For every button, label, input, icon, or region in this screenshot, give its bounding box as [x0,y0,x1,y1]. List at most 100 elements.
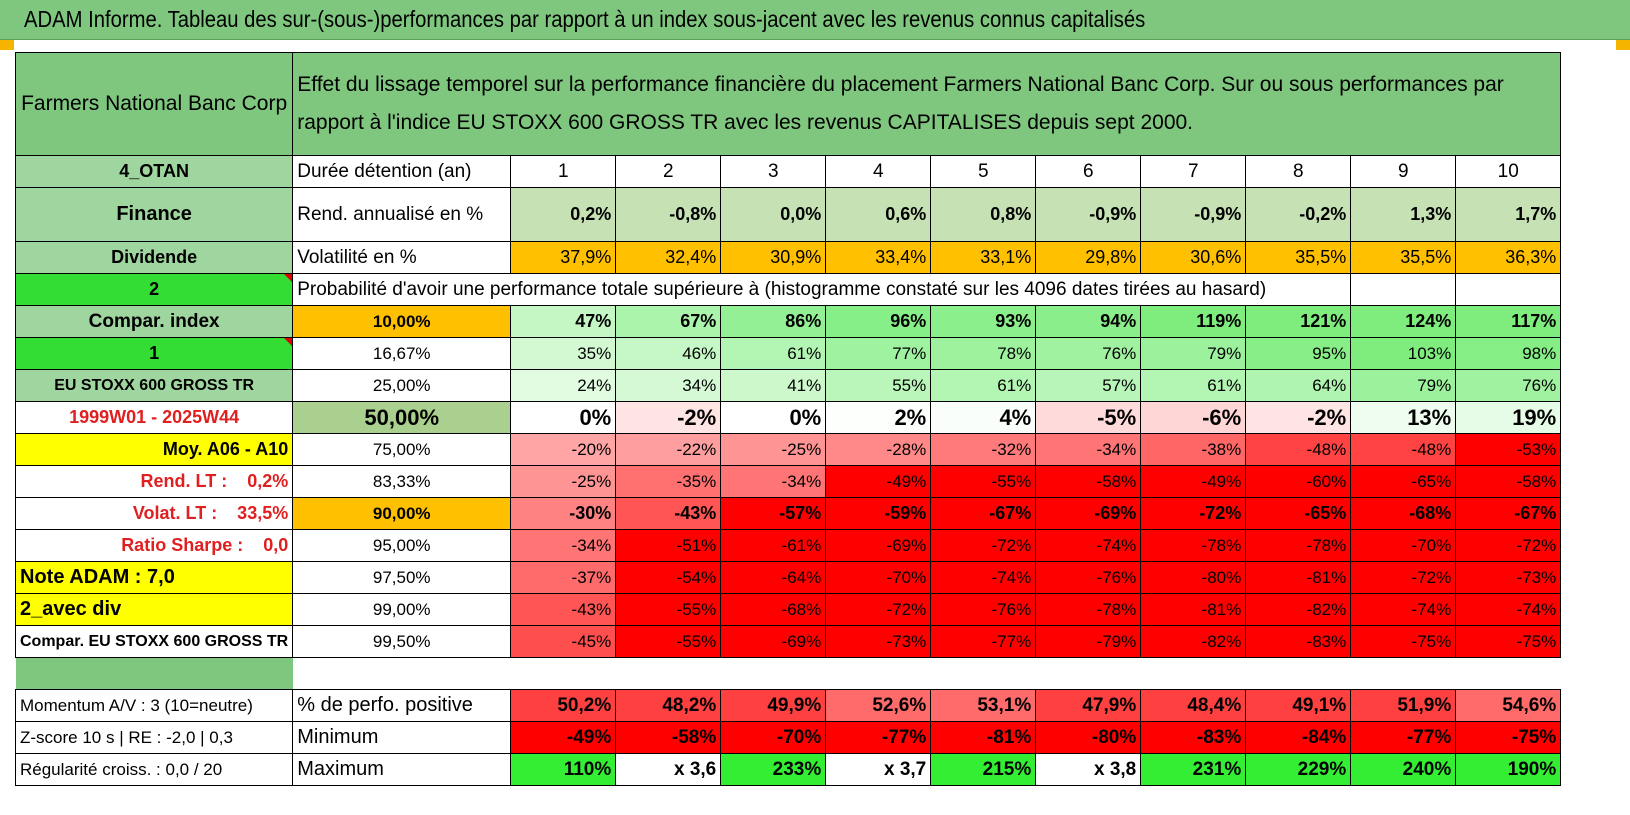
volat-value-text: 29,8% [1085,247,1137,267]
maximum-label-text: Maximum [297,758,384,780]
percentile-value: -59% [825,497,932,530]
performance-table: Farmers National Banc Corp Effet du lissa… [14,52,1562,786]
percentile-value: -38% [1140,433,1247,466]
company-name-text: Farmers National Banc Corp [21,92,288,116]
years-row: 4_OTAN Durée détention (an) 1 2 3 4 5 6 7 8 9 10 [14,155,1562,188]
momentum-label-text: Momentum A/V : 3 (10=neutre) [20,695,253,715]
percentile-value: -45% [510,625,617,658]
percentile-value-text: 98% [1522,343,1557,363]
percentile-row: EU STOXX 600 GROSS TR 25,00% 24% 34% 41% 55% 6… [14,369,1562,402]
percentile-value-text: -59% [884,503,927,523]
percentile-value-text: 94% [1100,311,1137,331]
percentile-value-text: -76% [1096,567,1137,587]
percentile-value: 98% [1455,337,1562,370]
percentile-value-text: -34% [571,535,612,555]
percentile-value-text: -69% [886,535,927,555]
year-header: 3 [720,155,827,188]
percentile-value: -82% [1245,593,1352,626]
percentile-value-text: -51% [676,535,717,555]
percentile-value-text: -55% [676,599,717,619]
sharpe-label-text: Ratio Sharpe : 0,0 [121,535,289,555]
num2-selector[interactable]: 2 [14,273,294,306]
period-label: 1999W01 - 2025W44 [14,401,294,434]
percentile-value: 93% [930,305,1037,338]
year-header: 8 [1245,155,1352,188]
minimum-value-text: -70% [776,726,822,748]
percentile-value: -51% [615,529,722,562]
year-header-text: 9 [1397,160,1409,182]
rend-lt-label-text: Rend. LT : 0,2% [140,471,289,491]
percentile-row: Rend. LT : 0,2% 83,33% -25% -35% -34% -49% -55… [14,465,1562,498]
compar-index-label: Compar. index [14,305,294,338]
percentile-value-text: -72% [1199,503,1242,523]
percentile-value: -72% [1140,497,1247,530]
percentile-value: -78% [1035,593,1142,626]
perf-pos-row: Momentum A/V : 3 (10=neutre) % de perfo. … [14,689,1562,722]
rend-value-text: 1,3% [1410,204,1452,224]
percentile-value-text: -34% [1096,439,1137,459]
percentile-value-text: -49% [1201,471,1242,491]
sharpe-label: Ratio Sharpe : 0,0 [14,529,294,562]
percentile-value: -20% [510,433,617,466]
rend-value-text: -0,8% [669,204,717,224]
maximum-value-text: x 3,8 [1093,758,1137,780]
percentile-value: 117% [1455,305,1562,338]
percentile-value-text: -68% [1409,503,1452,523]
percentile-value-text: -79% [1096,631,1137,651]
perf-pos-value-text: 47,9% [1082,694,1137,716]
percentile-value-text: -76% [991,599,1032,619]
maximum-value-text: 233% [772,758,822,780]
year-header-text: 7 [1187,160,1199,182]
minimum-value-text: -84% [1301,726,1347,748]
percentile-row: Compar. index 10,00% 47% 67% 86% 96% 93% 94% 119… [14,305,1562,338]
percentile-value: -82% [1140,625,1247,658]
percentile-label-text: 16,67% [372,343,431,363]
perf-pos-value-text: 48,4% [1187,694,1242,716]
percentile-value-text: -38% [1201,439,1242,459]
maximum-row: Régularité croiss. : 0,0 / 20 Maximum 110%… [14,753,1562,786]
maximum-value: 240% [1350,753,1457,786]
percentile-value-text: -55% [676,631,717,651]
spacer [293,658,1561,690]
percentile-value-text: -74% [991,567,1032,587]
percentile-value: 64% [1245,369,1352,402]
maximum-value: 215% [930,753,1037,786]
percentile-value-text: -49% [886,471,927,491]
rend-value: 1,7% [1455,187,1562,242]
rend-value-text: -0,2% [1299,204,1347,224]
percentile-value: 67% [615,305,722,338]
volat-value: 35,5% [1350,241,1457,274]
percentile-value: -68% [1350,497,1457,530]
percentile-value-text: 35% [577,343,612,363]
minimum-value: -83% [1140,721,1247,754]
percentile-value-text: 76% [1102,343,1137,363]
percentile-value-text: 19% [1512,404,1557,430]
num1-selector[interactable]: 1 [14,337,294,370]
percentile-label-text: 95,00% [372,535,431,555]
percentile-value-text: -70% [886,567,927,587]
percentile-label: 83,33% [292,465,512,498]
empty-cell [1455,273,1562,306]
percentile-value-text: 103% [1407,343,1452,363]
index-name-label: EU STOXX 600 GROSS TR [14,369,294,402]
percentile-value: 19% [1455,401,1562,434]
percentile-value-text: -80% [1201,567,1242,587]
rend-lt-label: Rend. LT : 0,2% [14,465,294,498]
percentile-value-text: 117% [1511,311,1557,331]
note-label-text: Note ADAM : 7,0 [20,566,175,588]
percentile-value-text: -25% [571,471,612,491]
percentile-value: -43% [615,497,722,530]
percentile-value: -2% [615,401,722,434]
compar-label-text: Compar. EU STOXX 600 GROSS TR [20,632,289,650]
regularite-label: Régularité croiss. : 0,0 / 20 [14,753,294,786]
moy-label: Moy. A06 - A10 [14,433,294,466]
year-header: 2 [615,155,722,188]
maximum-value-text: 231% [1192,758,1242,780]
percentile-row: Moy. A06 - A10 75,00% -20% -22% -25% -28% -32%… [14,433,1562,466]
year-header-text: 2 [662,160,674,182]
duree-label-text: Durée détention (an) [297,160,472,182]
percentile-value: 41% [720,369,827,402]
percentile-value-text: -69% [1094,503,1137,523]
percentile-value: -67% [1455,497,1562,530]
minimum-value: -70% [720,721,827,754]
